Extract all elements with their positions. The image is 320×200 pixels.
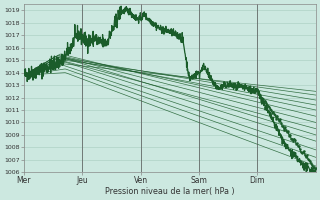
X-axis label: Pression niveau de la mer( hPa ): Pression niveau de la mer( hPa )	[105, 187, 235, 196]
